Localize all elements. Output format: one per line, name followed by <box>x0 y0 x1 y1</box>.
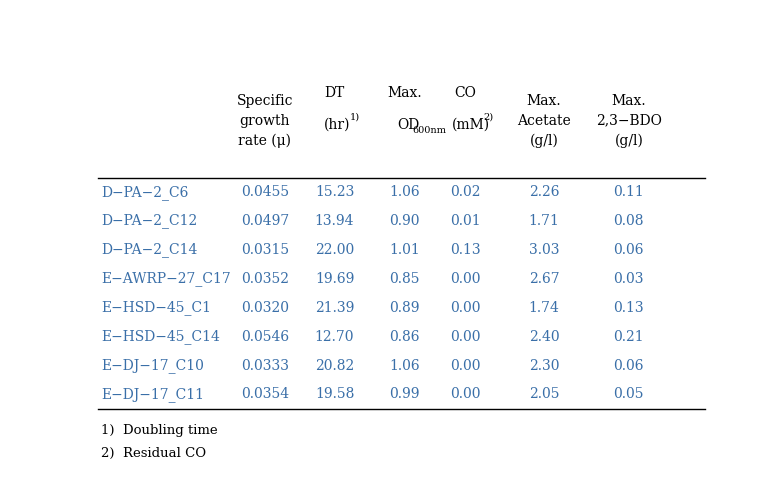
Text: 21.39: 21.39 <box>315 301 354 315</box>
Text: 0.0315: 0.0315 <box>240 243 289 257</box>
Text: 0.00: 0.00 <box>449 388 480 401</box>
Text: 3.03: 3.03 <box>529 243 559 257</box>
Text: 0.0333: 0.0333 <box>240 359 289 372</box>
Text: (mM): (mM) <box>452 118 490 132</box>
Text: 1.71: 1.71 <box>529 214 559 228</box>
Text: 20.82: 20.82 <box>315 359 354 372</box>
Text: 1.74: 1.74 <box>529 301 559 315</box>
Text: E−HSD−45_C14: E−HSD−45_C14 <box>101 329 220 344</box>
Text: 0.13: 0.13 <box>614 301 644 315</box>
Text: 0.02: 0.02 <box>449 185 480 199</box>
Text: 2.05: 2.05 <box>529 388 559 401</box>
Text: Max.: Max. <box>387 86 421 100</box>
Text: 0.00: 0.00 <box>449 272 480 286</box>
Text: 1.06: 1.06 <box>389 359 420 372</box>
Text: 2.30: 2.30 <box>529 359 559 372</box>
Text: D−PA−2_C6: D−PA−2_C6 <box>101 185 188 199</box>
Text: 0.00: 0.00 <box>449 330 480 343</box>
Text: 1.06: 1.06 <box>389 185 420 199</box>
Text: 0.21: 0.21 <box>614 330 644 343</box>
Text: 0.01: 0.01 <box>449 214 480 228</box>
Text: 22.00: 22.00 <box>315 243 354 257</box>
Text: D−PA−2_C12: D−PA−2_C12 <box>101 214 197 228</box>
Text: 0.0354: 0.0354 <box>240 388 289 401</box>
Text: Max.
Acetate
(g/l): Max. Acetate (g/l) <box>517 94 571 148</box>
Text: 0.0320: 0.0320 <box>240 301 289 315</box>
Text: D−PA−2_C14: D−PA−2_C14 <box>101 243 197 257</box>
Text: 0.06: 0.06 <box>614 359 644 372</box>
Text: 0.0497: 0.0497 <box>240 214 289 228</box>
Text: E−AWRP−27_C17: E−AWRP−27_C17 <box>101 271 231 286</box>
Text: 0.11: 0.11 <box>613 185 644 199</box>
Text: (hr): (hr) <box>323 118 350 132</box>
Text: 1): 1) <box>350 113 360 122</box>
Text: 2.40: 2.40 <box>529 330 559 343</box>
Text: OD: OD <box>397 118 419 132</box>
Text: 0.06: 0.06 <box>614 243 644 257</box>
Text: 12.70: 12.70 <box>315 330 354 343</box>
Text: CO: CO <box>454 86 476 100</box>
Text: 1)  Doubling time: 1) Doubling time <box>101 424 218 437</box>
Text: Max.
2,3−BDO
(g/l): Max. 2,3−BDO (g/l) <box>596 94 662 148</box>
Text: DT: DT <box>324 86 345 100</box>
Text: 0.00: 0.00 <box>449 359 480 372</box>
Text: 0.13: 0.13 <box>449 243 480 257</box>
Text: 13.94: 13.94 <box>315 214 354 228</box>
Text: 0.05: 0.05 <box>614 388 644 401</box>
Text: 600nm: 600nm <box>412 126 446 135</box>
Text: 0.00: 0.00 <box>449 301 480 315</box>
Text: 19.58: 19.58 <box>315 388 354 401</box>
Text: 0.0455: 0.0455 <box>240 185 289 199</box>
Text: 2.26: 2.26 <box>529 185 559 199</box>
Text: 0.86: 0.86 <box>389 330 420 343</box>
Text: E−DJ−17_C11: E−DJ−17_C11 <box>101 387 204 402</box>
Text: 19.69: 19.69 <box>315 272 354 286</box>
Text: 15.23: 15.23 <box>315 185 354 199</box>
Text: 2)  Residual CO: 2) Residual CO <box>101 447 206 460</box>
Text: 0.85: 0.85 <box>389 272 420 286</box>
Text: Specific
growth
rate (μ): Specific growth rate (μ) <box>236 94 293 148</box>
Text: 0.03: 0.03 <box>614 272 644 286</box>
Text: 2): 2) <box>483 113 493 122</box>
Text: 2.67: 2.67 <box>529 272 559 286</box>
Text: E−HSD−45_C1: E−HSD−45_C1 <box>101 300 211 315</box>
Text: 0.90: 0.90 <box>389 214 420 228</box>
Text: 1.01: 1.01 <box>389 243 420 257</box>
Text: 0.0546: 0.0546 <box>240 330 289 343</box>
Text: 0.08: 0.08 <box>614 214 644 228</box>
Text: 0.0352: 0.0352 <box>240 272 289 286</box>
Text: E−DJ−17_C10: E−DJ−17_C10 <box>101 358 204 373</box>
Text: 0.89: 0.89 <box>389 301 420 315</box>
Text: 0.99: 0.99 <box>389 388 420 401</box>
